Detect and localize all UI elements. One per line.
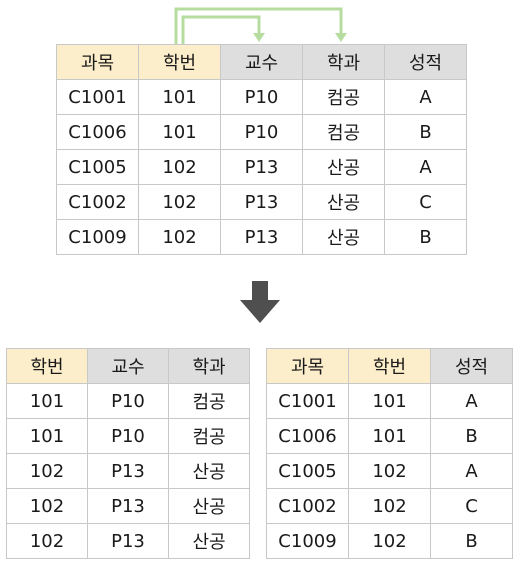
table-cell: C1005: [56, 149, 139, 185]
table-cell: B: [430, 418, 513, 454]
table-cell: 101: [348, 383, 431, 419]
table-cell: C1002: [56, 184, 139, 220]
table-cell: 102: [6, 453, 88, 489]
table-cell: C1009: [266, 523, 349, 559]
dependency-arrow-outer: [174, 7, 343, 44]
table-cell: P10: [220, 79, 303, 115]
table-cell: P13: [87, 523, 169, 559]
table-cell: P10: [87, 383, 169, 419]
table-row: 102 P13 산공: [6, 453, 250, 489]
table-cell: 101: [348, 418, 431, 454]
table-row: C1006 101 B: [266, 418, 513, 454]
table-cell: C1001: [266, 383, 349, 419]
header-cell: 교수: [220, 44, 303, 80]
table-cell: 102: [138, 149, 221, 185]
table-cell: A: [384, 79, 467, 115]
table-cell: A: [384, 149, 467, 185]
table-cell: 102: [348, 453, 431, 489]
table-header-row: 학번 교수 학과: [6, 348, 250, 384]
table-cell: C: [430, 488, 513, 524]
table-cell: P13: [87, 453, 169, 489]
table-row: 101 P10 컴공: [6, 383, 250, 419]
header-cell: 성적: [430, 348, 513, 384]
table-row: 102 P13 산공: [6, 523, 250, 559]
table-cell: 102: [348, 488, 431, 524]
header-cell: 학과: [168, 348, 250, 384]
table-cell: 101: [138, 79, 221, 115]
header-cell: 학과: [302, 44, 385, 80]
table-row: 101 P10 컴공: [6, 418, 250, 454]
table-cell: P13: [87, 488, 169, 524]
table-row: 102 P13 산공: [6, 488, 250, 524]
table-cell: C1009: [56, 219, 139, 255]
table-cell: C1005: [266, 453, 349, 489]
header-cell: 학번: [348, 348, 431, 384]
table-cell: 102: [6, 488, 88, 524]
dependency-arrow-inner-head: [253, 33, 265, 42]
dependency-arrow-inner: [181, 15, 261, 44]
table-cell: 산공: [168, 523, 250, 559]
table-cell: C1002: [266, 488, 349, 524]
table-cell: 컴공: [168, 383, 250, 419]
table-cell: B: [384, 219, 467, 255]
dependency-arrow-outer-head: [335, 33, 347, 42]
table-row: C1005 102 A: [266, 453, 513, 489]
table-cell: 102: [348, 523, 431, 559]
table-cell: C: [384, 184, 467, 220]
table-row: C1009 102 B: [266, 523, 513, 559]
down-arrow-icon: [240, 281, 280, 323]
decomposed-table-left: 학번 교수 학과 101 P10 컴공 101 P10 컴공 102 P13 산…: [6, 348, 250, 559]
table-row: C1002 102 P13 산공 C: [56, 184, 467, 220]
decomposed-table-right: 과목 학번 성적 C1001 101 A C1006 101 B C1005 1…: [266, 348, 513, 559]
table-cell: 컴공: [302, 114, 385, 150]
header-cell: 과목: [266, 348, 349, 384]
table-header-row: 과목 학번 성적: [266, 348, 513, 384]
table-cell: 컴공: [168, 418, 250, 454]
table-cell: B: [430, 523, 513, 559]
table-cell: P13: [220, 149, 303, 185]
table-cell: 산공: [168, 453, 250, 489]
table-row: C1005 102 P13 산공 A: [56, 149, 467, 185]
table-cell: C1001: [56, 79, 139, 115]
header-cell: 과목: [56, 44, 139, 80]
table-cell: 컴공: [302, 79, 385, 115]
table-cell: 101: [6, 383, 88, 419]
table-cell: 산공: [302, 149, 385, 185]
table-cell: C1006: [266, 418, 349, 454]
table-cell: 산공: [302, 184, 385, 220]
header-cell: 성적: [384, 44, 467, 80]
table-cell: P13: [220, 219, 303, 255]
header-cell: 학번: [6, 348, 88, 384]
table-cell: P10: [87, 418, 169, 454]
table-cell: 102: [6, 523, 88, 559]
table-cell: 101: [6, 418, 88, 454]
table-row: C1006 101 P10 컴공 B: [56, 114, 467, 150]
table-cell: P13: [220, 184, 303, 220]
table-row: C1001 101 P10 컴공 A: [56, 79, 467, 115]
table-row: C1001 101 A: [266, 383, 513, 419]
table-cell: 102: [138, 184, 221, 220]
table-header-row: 과목 학번 교수 학과 성적: [56, 44, 467, 80]
table-cell: C1006: [56, 114, 139, 150]
table-cell: 산공: [302, 219, 385, 255]
table-cell: A: [430, 453, 513, 489]
table-cell: 산공: [168, 488, 250, 524]
table-cell: B: [384, 114, 467, 150]
table-cell: P10: [220, 114, 303, 150]
table-cell: 102: [138, 219, 221, 255]
table-row: C1009 102 P13 산공 B: [56, 219, 467, 255]
header-cell: 교수: [87, 348, 169, 384]
table-cell: 101: [138, 114, 221, 150]
header-cell: 학번: [138, 44, 221, 80]
dependency-arrows: [174, 7, 347, 44]
table-row: C1002 102 C: [266, 488, 513, 524]
original-table: 과목 학번 교수 학과 성적 C1001 101 P10 컴공 A C1006 …: [56, 44, 467, 255]
table-cell: A: [430, 383, 513, 419]
